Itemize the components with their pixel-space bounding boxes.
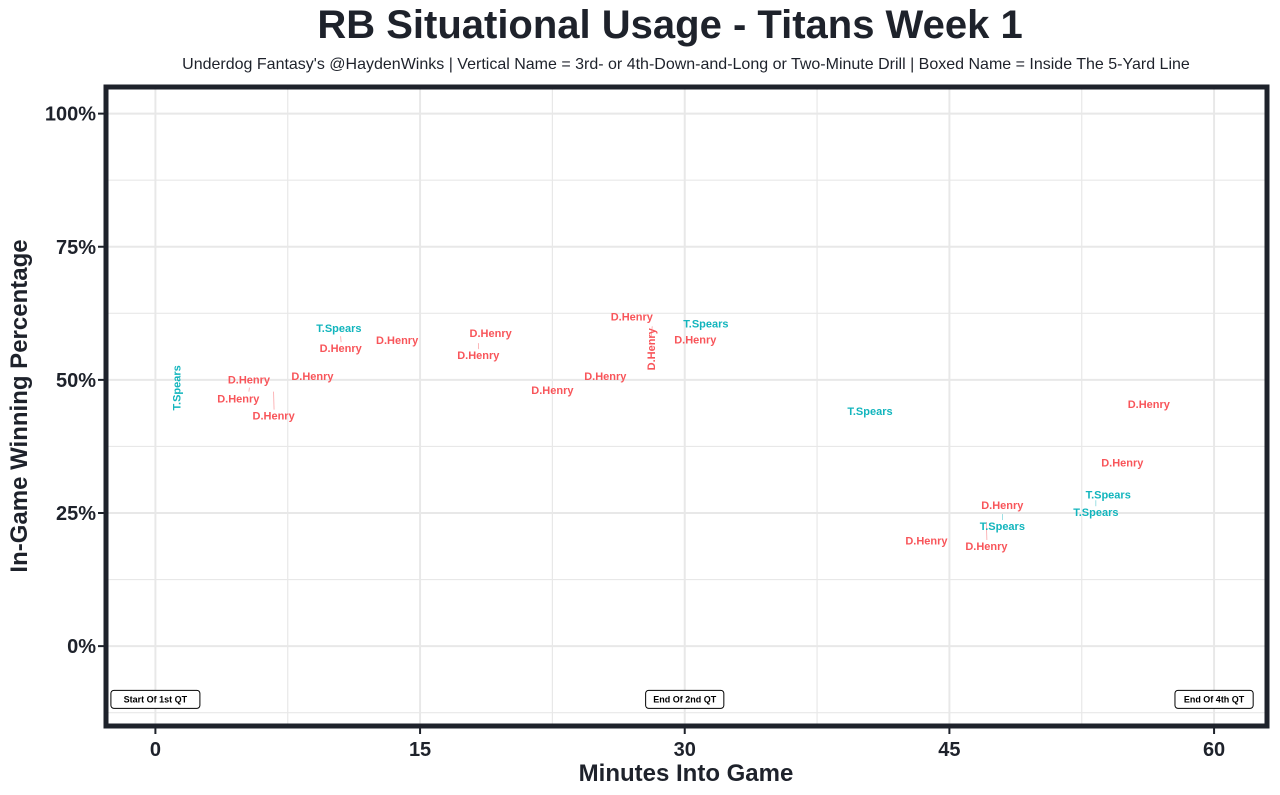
annotation-box — [1174, 689, 1254, 709]
annotation-box — [110, 689, 201, 709]
grid — [106, 87, 1267, 726]
point-label-group: D.Henry — [905, 536, 948, 548]
x-tick-label: 15 — [409, 739, 431, 761]
point-label-t-spears: T.Spears — [683, 318, 728, 330]
y-axis-ticks: 0% 25% 50% 75% 100% — [45, 104, 104, 658]
point-label-group: D.Henry — [457, 350, 500, 362]
point-label-group: D.Henry — [584, 371, 627, 383]
point-label-d-henry: D.Henry — [611, 312, 654, 324]
point-label-t-spears: T.Spears — [316, 323, 361, 335]
annotation-box — [645, 689, 725, 709]
point-label-group: D.Henry — [674, 334, 717, 346]
point-label-group: D.Henry — [611, 312, 654, 324]
point-label-d-henry: D.Henry — [646, 327, 658, 370]
point-label-d-henry: D.Henry — [674, 334, 717, 346]
x-axis-label: Minutes Into Game — [579, 760, 794, 787]
point-label-group: D.Henry — [531, 385, 574, 397]
point-label-group: T.Spears — [172, 365, 184, 410]
point-label-d-henry: D.Henry — [228, 375, 271, 387]
point-label-d-henry: D.Henry — [1101, 457, 1144, 469]
point-label-t-spears: T.Spears — [1073, 507, 1118, 519]
chart-title: RB Situational Usage - Titans Week 1 — [317, 3, 1022, 47]
point-label-t-spears: T.Spears — [172, 365, 184, 410]
point-label-t-spears: T.Spears — [980, 521, 1025, 533]
point-label-group: T.Spears — [1073, 507, 1118, 519]
annotation-label: End Of 4th QT — [1184, 694, 1245, 704]
points: T.Spears D.Henry D.Henry D.Henry D.Henry T.Sp… — [172, 312, 1171, 554]
x-axis-ticks: 0 15 30 45 60 — [150, 728, 1225, 761]
chart-subtitle: Underdog Fantasy's @HaydenWinks | Vertic… — [182, 56, 1190, 73]
point-label-group: D.Henry — [217, 394, 260, 406]
point-label-group: T.Spears — [847, 406, 892, 418]
point-label-group: D.Henry — [228, 375, 271, 387]
point-label-group: D.Henry — [253, 411, 296, 423]
y-axis-label: In-Game Winning Percentage — [6, 239, 33, 572]
y-tick-label: 0% — [67, 636, 96, 658]
point-label-group: D.Henry — [376, 335, 419, 347]
point-label-group: D.Henry — [1101, 457, 1144, 469]
y-tick-label: 50% — [56, 370, 96, 392]
point-label-t-spears: T.Spears — [1086, 489, 1131, 501]
point-label-group: D.Henry — [320, 343, 363, 355]
point-label-group: T.Spears — [1086, 489, 1131, 501]
x-tick-label: 60 — [1203, 739, 1225, 761]
point-label-d-henry: D.Henry — [291, 371, 334, 383]
label-leader-lines — [248, 326, 1097, 541]
point-label-d-henry: D.Henry — [217, 394, 260, 406]
annotations: Start Of 1st QT End Of 2nd QT End Of 4th Q… — [110, 689, 1254, 709]
point-label-d-henry: D.Henry — [1128, 399, 1171, 411]
point-label-d-henry: D.Henry — [584, 371, 627, 383]
point-label-d-henry: D.Henry — [965, 541, 1008, 553]
point-label-d-henry: D.Henry — [905, 536, 948, 548]
y-tick-label: 100% — [45, 104, 96, 126]
point-label-group: D.Henry — [470, 328, 513, 340]
point-label-group: D.Henry — [291, 371, 334, 383]
point-label-d-henry: D.Henry — [253, 411, 296, 423]
point-label-d-henry: D.Henry — [320, 343, 363, 355]
point-label-d-henry: D.Henry — [470, 328, 513, 340]
point-label-d-henry: D.Henry — [457, 350, 500, 362]
point-label-group: D.Henry — [646, 327, 658, 370]
y-tick-label: 25% — [56, 503, 96, 525]
point-label-d-henry: D.Henry — [376, 335, 419, 347]
x-tick-label: 45 — [938, 739, 960, 761]
x-tick-label: 30 — [674, 739, 696, 761]
label-leader-line — [650, 326, 653, 338]
point-label-d-henry: D.Henry — [981, 500, 1024, 512]
y-tick-label: 75% — [56, 237, 96, 259]
point-label-group: T.Spears — [980, 521, 1025, 533]
point-label-group: T.Spears — [683, 318, 728, 330]
x-tick-label: 0 — [150, 739, 161, 761]
point-label-group: D.Henry — [981, 500, 1024, 512]
point-label-d-henry: D.Henry — [531, 385, 574, 397]
annotation-label: Start Of 1st QT — [124, 694, 188, 704]
panel-border — [103, 84, 1270, 729]
point-label-group: T.Spears — [316, 323, 361, 335]
point-label-t-spears: T.Spears — [847, 406, 892, 418]
annotation-label: End Of 2nd QT — [653, 694, 716, 704]
point-label-group: D.Henry — [1128, 399, 1171, 411]
point-label-group: D.Henry — [965, 541, 1008, 553]
